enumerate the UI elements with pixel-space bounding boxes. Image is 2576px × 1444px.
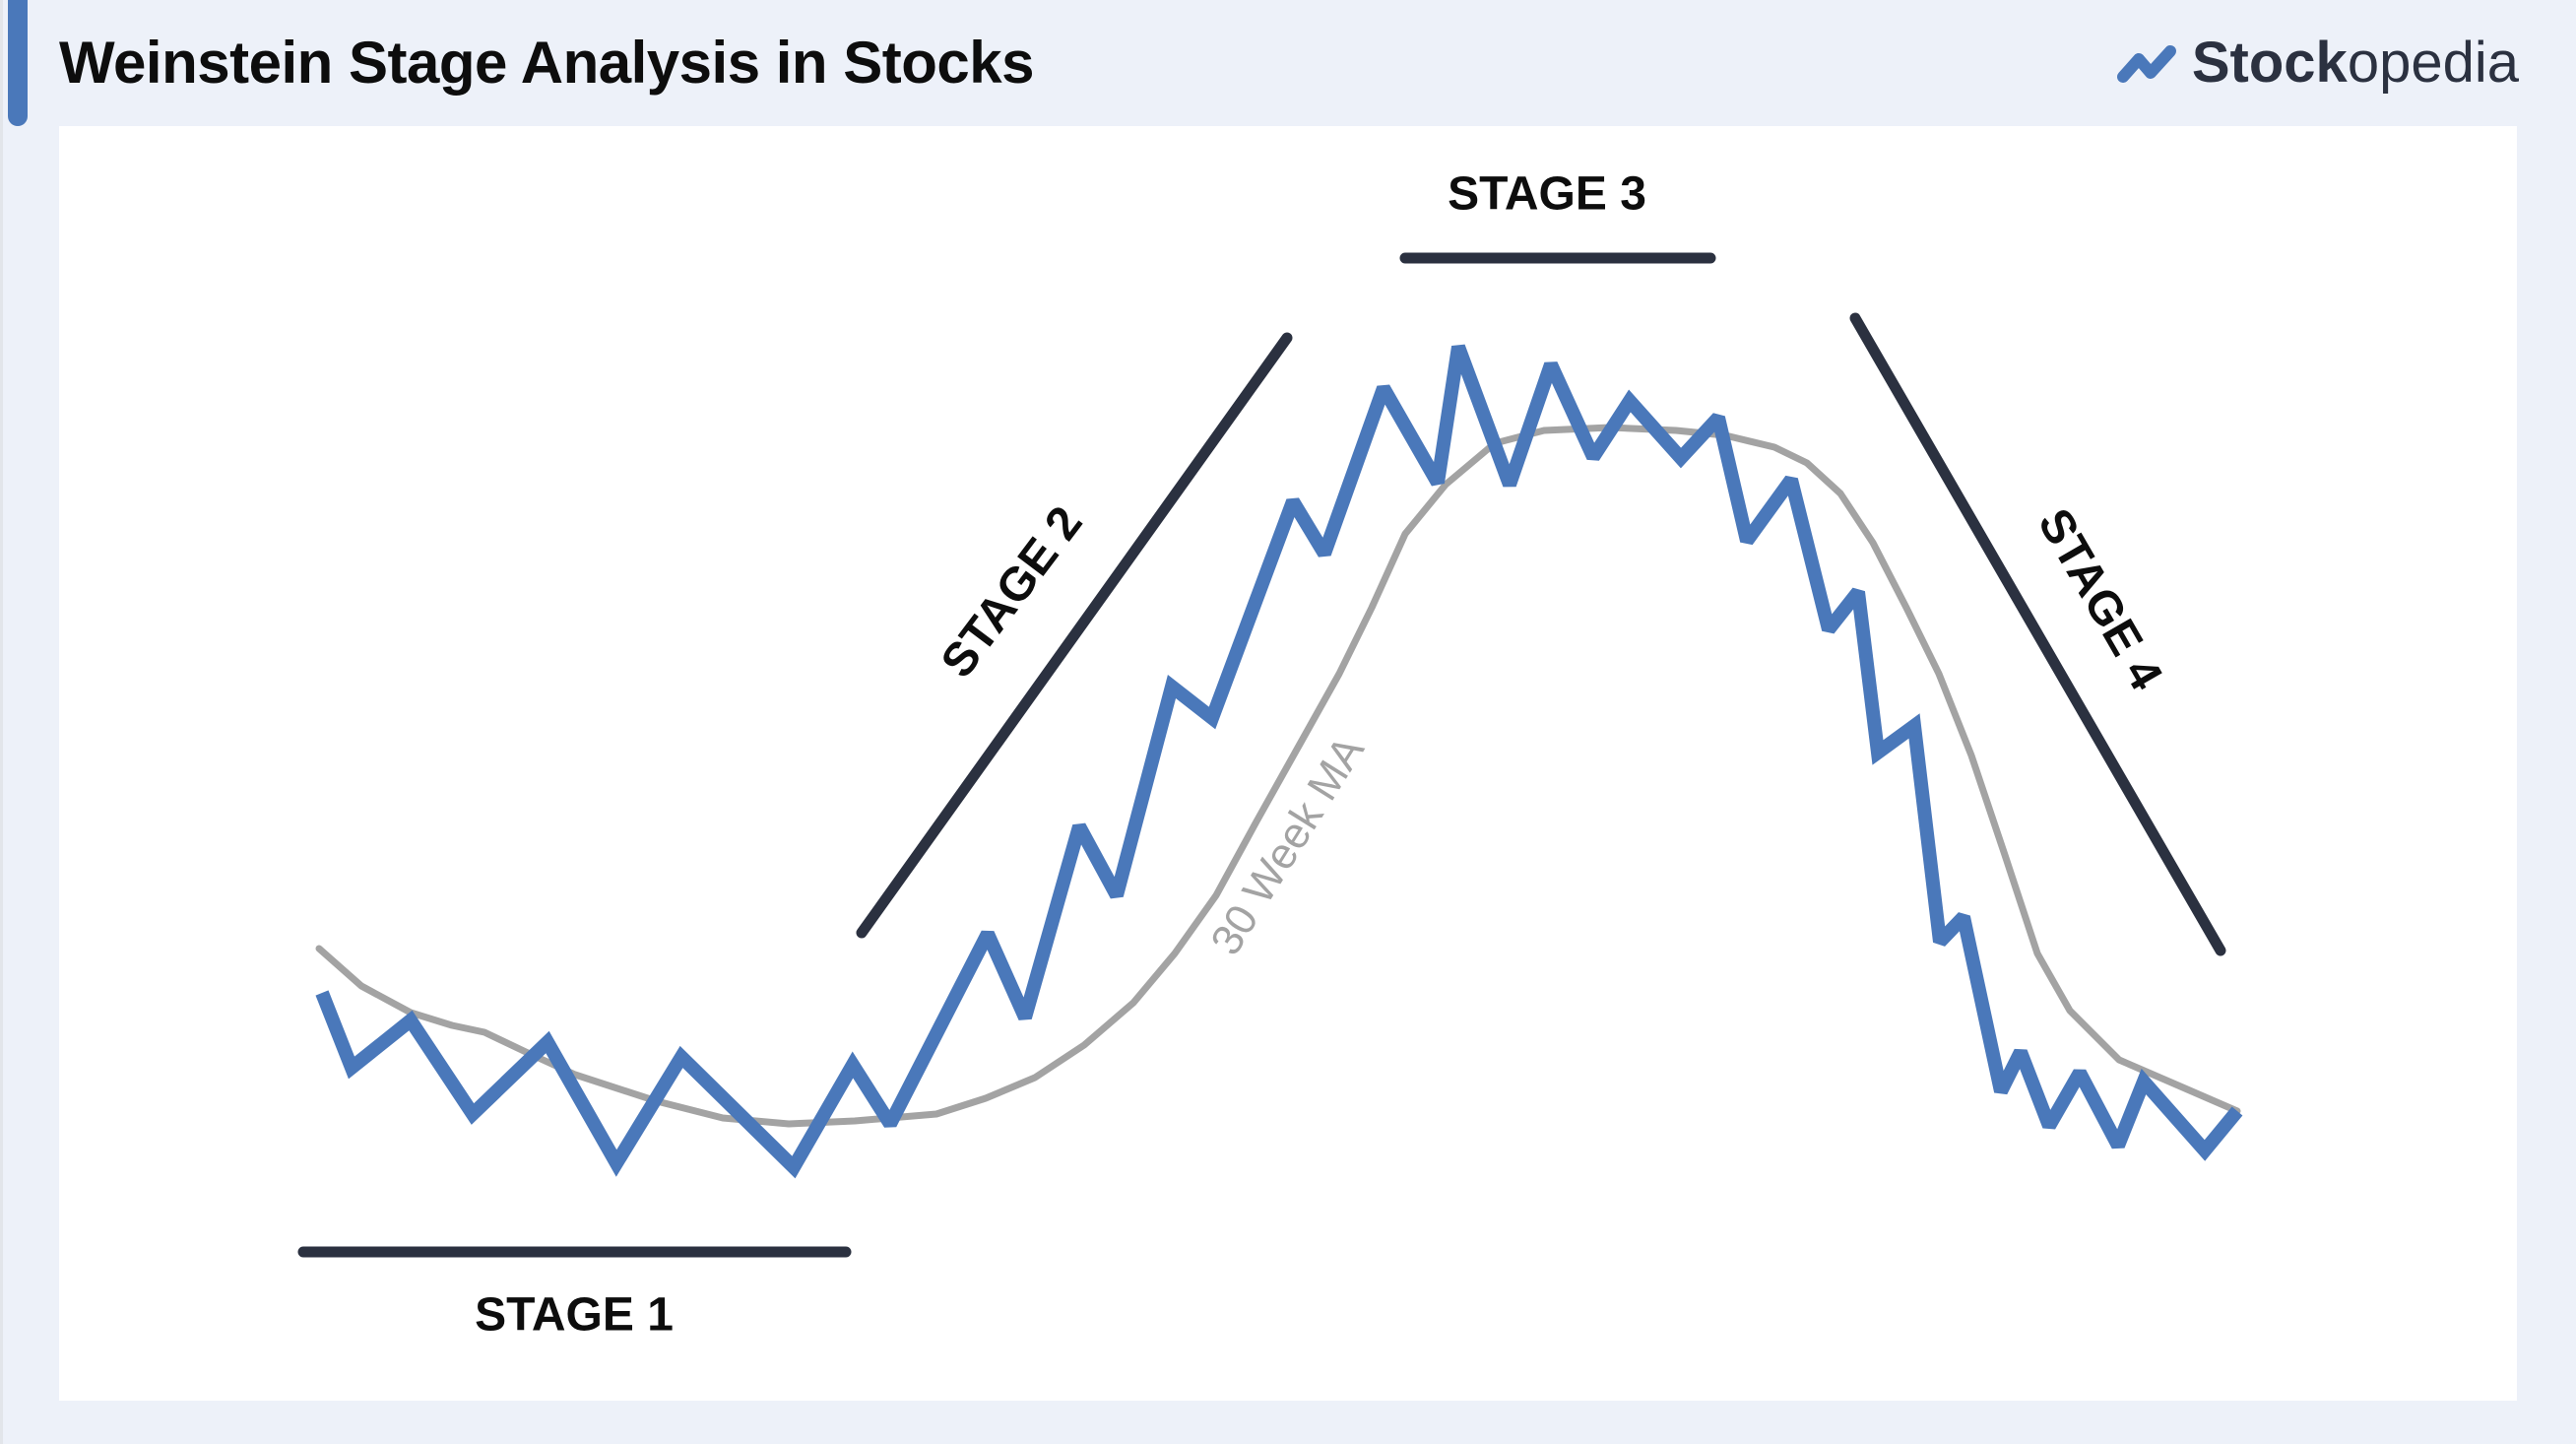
stage-3-label: STAGE 3 (1448, 168, 1646, 221)
stage-1-label: STAGE 1 (475, 1289, 674, 1342)
left-edge (0, 0, 3, 1444)
price-line (315, 344, 2243, 1179)
brand-name: Stockopedia (2192, 24, 2519, 102)
chart-card: STAGE 1 STAGE 2 STAGE 3 STAGE 4 30 Week MA (59, 126, 2517, 1401)
stage-4-marker-line (1849, 312, 2226, 956)
brand-name-light: opedia (2347, 31, 2519, 95)
brand-name-strong: Stock (2191, 31, 2348, 95)
page-title: Weinstein Stage Analysis in Stocks (59, 30, 1035, 96)
ma-30-week-line (315, 424, 2241, 1128)
brand-logo: Stockopedia (2116, 24, 2519, 102)
trend-line-icon (2116, 45, 2176, 83)
stage-4-label: STAGE 4 (2028, 500, 2172, 699)
stage-2-label: STAGE 2 (932, 497, 1093, 688)
stage-2-marker-line (856, 332, 1293, 939)
title-accent-bar (8, 0, 28, 126)
